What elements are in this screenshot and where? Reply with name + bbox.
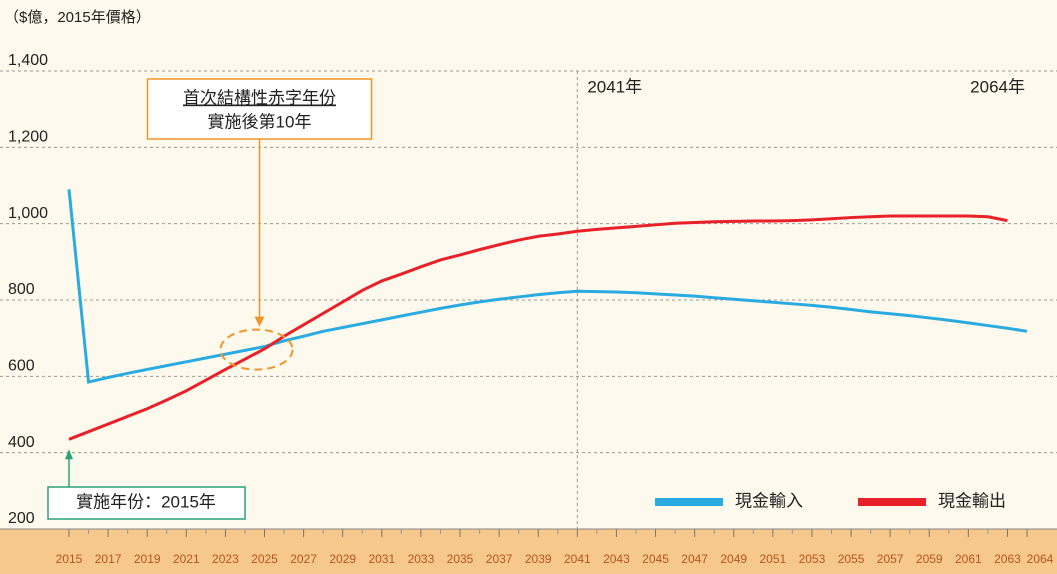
y-tick-label: 1,000 <box>8 205 48 222</box>
x-tick-label: 2061 <box>955 552 982 566</box>
y-tick-label: 800 <box>8 281 35 298</box>
series-line <box>68 214 1008 441</box>
x-tick-label: 2027 <box>290 552 317 566</box>
x-tick-label: 2019 <box>134 552 161 566</box>
series-line <box>67 189 1028 384</box>
x-tick-label: 2031 <box>368 552 395 566</box>
deficit-arrowhead <box>254 316 265 327</box>
x-tick-label: 2059 <box>916 552 943 566</box>
x-tick-label: 2064 <box>1027 552 1054 566</box>
start-arrowhead <box>65 449 73 460</box>
deficit-text: 首次結構性赤字年份 <box>183 88 336 107</box>
marker-label: 2041年 <box>587 77 642 96</box>
y-tick-label: 1,400 <box>8 52 48 69</box>
x-tick-label: 2057 <box>877 552 904 566</box>
x-tick-label: 2049 <box>720 552 747 566</box>
marker-label: 2064年 <box>970 77 1025 96</box>
x-tick-label: 2047 <box>681 552 708 566</box>
legend-swatch <box>858 498 926 506</box>
x-axis-band <box>0 529 1057 574</box>
start-text: 實施年份：2015年 <box>76 492 216 511</box>
deficit-box <box>146 78 373 140</box>
x-tick-label: 2053 <box>799 552 826 566</box>
x-tick-label: 2029 <box>329 552 356 566</box>
y-tick-label: 600 <box>8 358 35 375</box>
y-tick-label: 200 <box>8 510 35 527</box>
x-tick-label: 2035 <box>447 552 474 566</box>
x-tick-label: 2051 <box>759 552 786 566</box>
x-tick-label: 2025 <box>251 552 278 566</box>
y-tick-label: 1,200 <box>8 129 48 146</box>
x-tick-label: 2043 <box>603 552 630 566</box>
legend-label: 現金輸入 <box>735 491 803 510</box>
deficit-text: 實施後第10年 <box>208 112 312 131</box>
unit-label: （$億，2015年價格） <box>4 9 151 26</box>
start-box <box>47 486 246 520</box>
x-tick-label: 2045 <box>642 552 669 566</box>
x-tick-label: 2037 <box>486 552 513 566</box>
legend-label: 現金輸出 <box>938 491 1006 510</box>
deficit-ellipse <box>219 328 294 371</box>
x-tick-label: 2017 <box>95 552 122 566</box>
x-tick-label: 2033 <box>408 552 435 566</box>
x-tick-label: 2063 <box>994 552 1021 566</box>
x-tick-label: 2055 <box>838 552 865 566</box>
x-tick-label: 2041 <box>564 552 591 566</box>
x-tick-label: 2021 <box>173 552 200 566</box>
x-tick-label: 2023 <box>212 552 239 566</box>
x-tick-label: 2015 <box>56 552 83 566</box>
y-tick-label: 400 <box>8 434 35 451</box>
x-tick-label: 2039 <box>525 552 552 566</box>
legend-swatch <box>655 498 723 506</box>
